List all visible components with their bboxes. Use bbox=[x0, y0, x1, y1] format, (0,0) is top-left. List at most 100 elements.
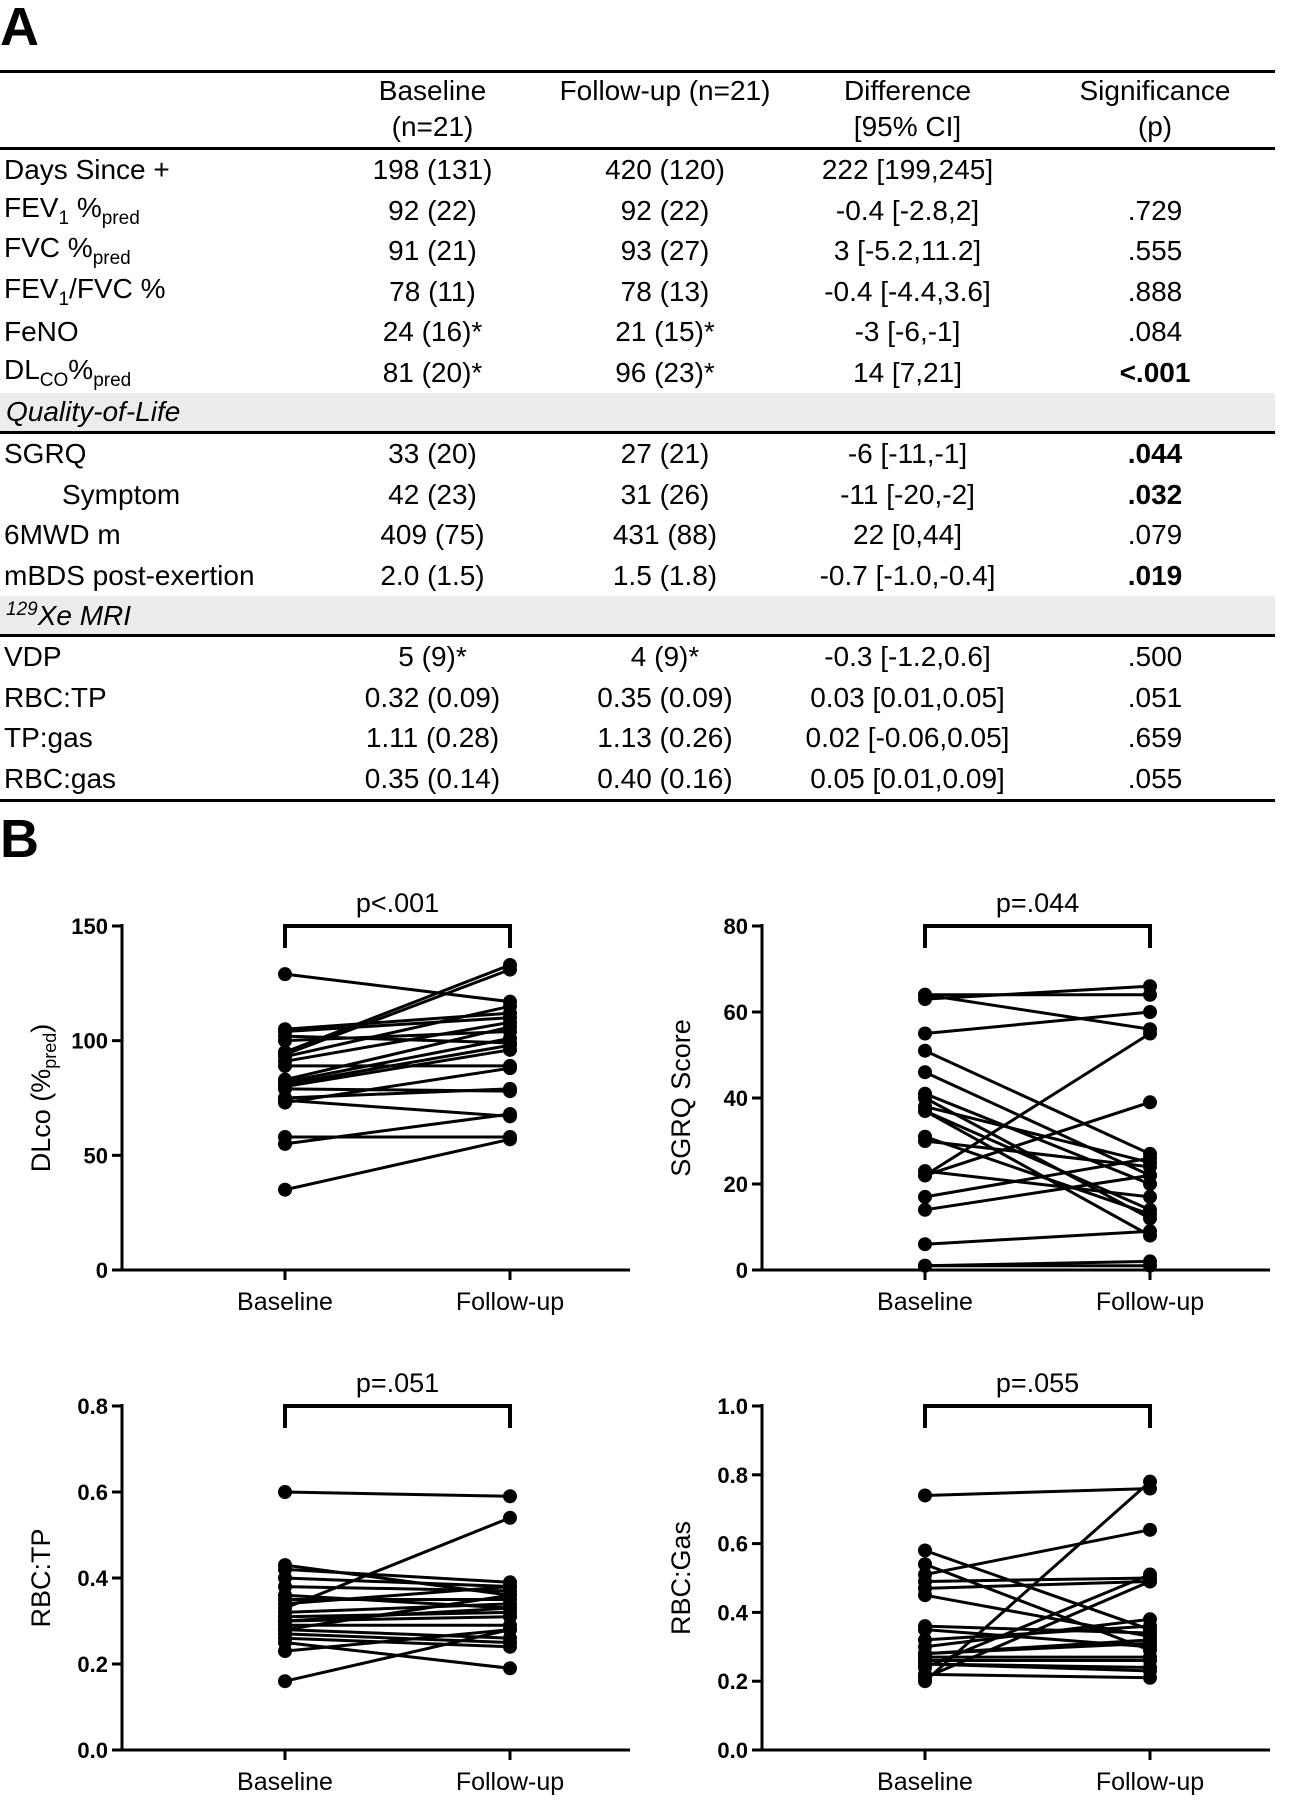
chart-svg: 0 50 100 150 Baseline Follow-up DLco (%pred) p<… bbox=[26, 888, 630, 1316]
difference-value: -0.4 [-4.4,3.6] bbox=[824, 275, 991, 307]
followup-value: 96 (23)* bbox=[615, 356, 715, 388]
table-row: SGRQ 33 (20) 27 (21) -6 [-11,-1] .044 bbox=[0, 433, 1275, 475]
row-label: 6MWD m bbox=[4, 519, 121, 551]
pair-line bbox=[284, 1025, 511, 1082]
baseline-point bbox=[918, 1557, 932, 1572]
baseline-value: 0.32 (0.09) bbox=[364, 681, 501, 713]
followup-point bbox=[1143, 1026, 1157, 1041]
header-followup: Follow-up (n=21) bbox=[550, 70, 780, 109]
baseline-value: 5 (9)* bbox=[398, 641, 467, 673]
followup-point bbox=[503, 1061, 517, 1076]
y-tick-label: 0 bbox=[96, 1258, 108, 1283]
y-tick-label: 0.0 bbox=[717, 1738, 748, 1763]
difference-value: 3 [-5.2,11.2] bbox=[833, 235, 982, 267]
significance-bracket bbox=[923, 1404, 1152, 1428]
p-value: .888 bbox=[1127, 275, 1183, 307]
baseline-value: 24 (16)* bbox=[382, 316, 483, 348]
table-header-row: Baseline Follow-up (n=21) Difference Sig… bbox=[0, 70, 1275, 109]
x-tick-label: Baseline bbox=[237, 1768, 333, 1796]
header-followup-2 bbox=[550, 109, 780, 150]
pair-line bbox=[284, 1593, 511, 1632]
table-header-row-2: (n=21) [95% CI] (p) bbox=[0, 109, 1275, 150]
y-axis-label: RBC:Gas bbox=[666, 1521, 696, 1635]
baseline-point bbox=[918, 1543, 932, 1558]
baseline-point bbox=[278, 1644, 292, 1659]
y-axis-label: RBC:TP bbox=[26, 1528, 56, 1627]
p-value: .051 bbox=[1127, 681, 1183, 713]
y-tick-label: 0.6 bbox=[717, 1532, 748, 1557]
section-label: 129Xe MRI bbox=[0, 596, 1275, 637]
followup-value: 4 (9)* bbox=[630, 641, 700, 673]
baseline-point bbox=[278, 1674, 292, 1689]
significance-bracket bbox=[283, 924, 512, 948]
p-value: .055 bbox=[1035, 758, 1275, 802]
baseline-point bbox=[918, 1168, 932, 1183]
row-label: TP:gas bbox=[4, 722, 93, 754]
baseline-point bbox=[278, 1058, 292, 1073]
row-label: Symptom bbox=[62, 478, 181, 510]
baseline-point bbox=[918, 1043, 932, 1058]
pair-line bbox=[924, 1105, 1151, 1164]
table-row: TP:gas 1.11 (0.28) 1.13 (0.26) 0.02 [-0.06,… bbox=[0, 718, 1275, 759]
x-tick-label: Follow-up bbox=[456, 1288, 564, 1316]
followup-value: 420 (120) bbox=[605, 154, 725, 186]
header-label bbox=[0, 70, 315, 109]
row-label: VDP bbox=[4, 641, 62, 673]
table-row: FEV1 %pred 92 (22) 92 (22) -0.4 [-2.8,2] .72… bbox=[0, 191, 1275, 232]
pair-line bbox=[924, 1562, 1151, 1652]
pair-line bbox=[924, 1109, 1151, 1237]
y-tick-label: 0.2 bbox=[717, 1669, 748, 1694]
pair-line bbox=[924, 1156, 1151, 1199]
pair-line bbox=[284, 1112, 511, 1146]
y-tick-label: 0.0 bbox=[77, 1738, 108, 1763]
pair-line bbox=[284, 968, 511, 1056]
followup-point bbox=[503, 1107, 517, 1122]
followup-value: 1.5 (1.8) bbox=[612, 559, 718, 591]
baseline-point bbox=[918, 1588, 932, 1603]
baseline-value: 92 (22) bbox=[388, 194, 477, 226]
pair-line bbox=[284, 1490, 511, 1498]
baseline-point bbox=[278, 967, 292, 982]
baseline-point bbox=[918, 1237, 932, 1252]
chart-svg: 0.0 0.2 0.4 0.6 0.8 1.0 Baseline Follow-up RBC:G… bbox=[666, 1368, 1270, 1796]
header-difference: Difference bbox=[780, 70, 1035, 109]
p-value: .044 bbox=[1127, 438, 1183, 470]
pair-line bbox=[924, 1487, 1151, 1497]
baseline-point bbox=[918, 1134, 932, 1148]
difference-value: -0.4 [-2.8,2] bbox=[835, 194, 980, 226]
baseline-point bbox=[278, 1136, 292, 1151]
y-tick-label: 0.2 bbox=[77, 1652, 108, 1677]
panel-a-label: A bbox=[0, 0, 39, 57]
pair-line bbox=[924, 1173, 1151, 1212]
pair-line bbox=[284, 1632, 511, 1644]
header-difference-ci: [95% CI] bbox=[780, 109, 1035, 150]
pair-line bbox=[924, 1032, 1151, 1177]
pair-line bbox=[284, 1137, 511, 1192]
y-tick-label: 0.4 bbox=[77, 1566, 108, 1591]
baseline-point bbox=[278, 1095, 292, 1110]
pair-line bbox=[284, 1036, 511, 1084]
baseline-point bbox=[278, 1033, 292, 1048]
baseline-point bbox=[918, 1670, 932, 1685]
baseline-value: 33 (20) bbox=[388, 438, 477, 470]
pair-line bbox=[924, 1229, 1151, 1246]
pair-line bbox=[284, 1516, 511, 1610]
table-section-row: Quality-of-Life bbox=[0, 393, 1275, 434]
header-baseline-n: (n=21) bbox=[315, 109, 550, 150]
p-value bbox=[1035, 149, 1275, 191]
p-value: .555 bbox=[1127, 235, 1183, 267]
table-row: RBC:TP 0.32 (0.09) 0.35 (0.09) 0.03 [0.01,0… bbox=[0, 678, 1275, 719]
x-tick-label: Baseline bbox=[877, 1768, 973, 1796]
pair-line bbox=[284, 1628, 511, 1683]
pair-line bbox=[284, 1602, 511, 1614]
difference-value: 22 [0,44] bbox=[853, 519, 962, 551]
baseline-point bbox=[918, 1189, 932, 1204]
baseline-value: 2.0 (1.5) bbox=[380, 559, 485, 591]
row-label: DLCO%pred bbox=[4, 353, 132, 391]
difference-value: 14 [7,21] bbox=[853, 356, 962, 388]
significance-label: p=.051 bbox=[356, 1368, 439, 1398]
pair-line bbox=[284, 1020, 511, 1063]
followup-point bbox=[1143, 1254, 1157, 1269]
section-label: Quality-of-Life bbox=[0, 393, 1275, 434]
baseline-point bbox=[918, 1202, 932, 1217]
